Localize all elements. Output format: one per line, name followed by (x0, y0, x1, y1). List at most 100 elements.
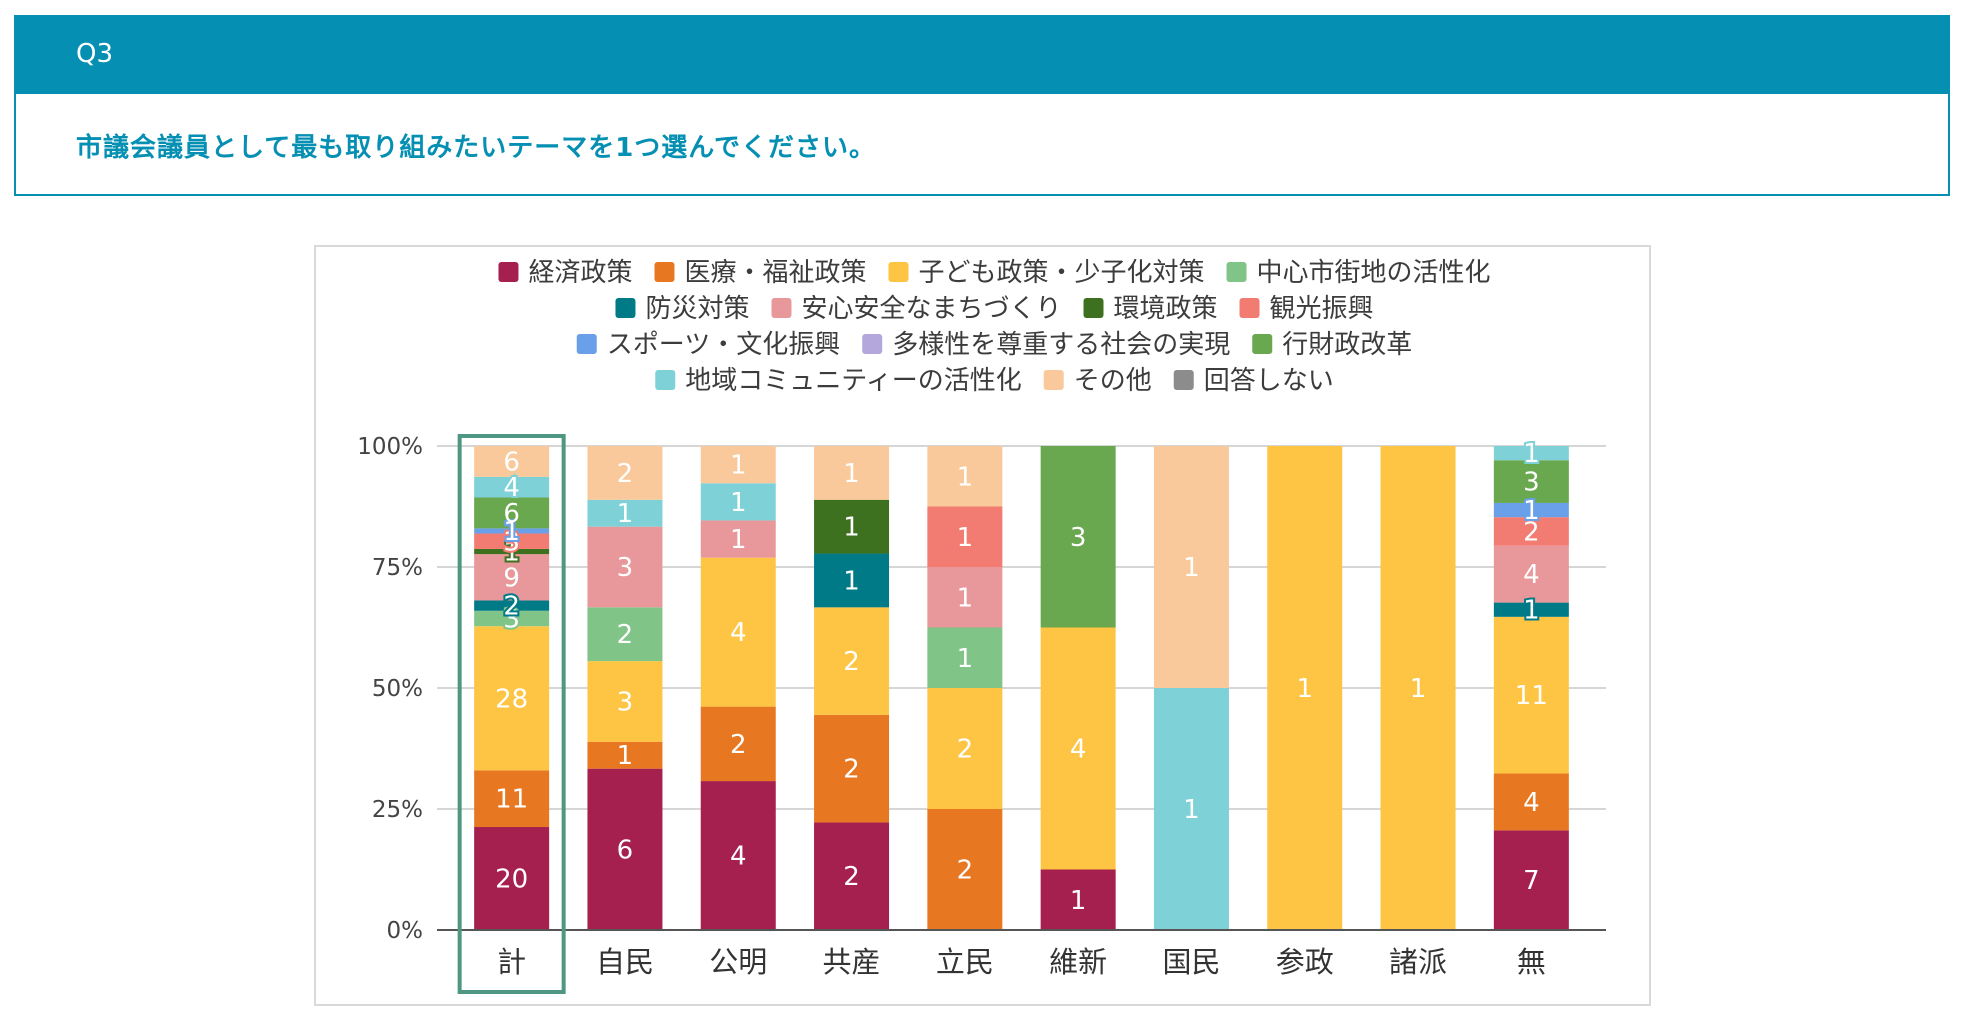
legend-label: 医療・福祉政策 (684, 258, 866, 288)
bar-segment[interactable] (1267, 446, 1343, 930)
bar-segment[interactable] (1493, 502, 1569, 518)
bars (474, 446, 1569, 930)
legend-item[interactable]: 中心市街地の活性化 (1226, 258, 1491, 288)
bar-segment[interactable] (700, 706, 776, 782)
legend-item[interactable]: 多様性を尊重する社会の実現 (862, 330, 1230, 360)
bar-segment[interactable] (1493, 517, 1569, 546)
bar-segment[interactable] (474, 533, 550, 549)
data-label: 1 (730, 488, 747, 518)
bar-segment[interactable] (587, 661, 663, 742)
bar-segment[interactable] (1493, 460, 1569, 503)
bar-segment[interactable] (1380, 446, 1456, 930)
legend-item[interactable]: スポーツ・文化振興 (576, 330, 840, 360)
question-box: Q3 市議会議員として最も取り組みたいテーマを1つ選んでください。 (14, 15, 1950, 196)
bar-segment[interactable] (474, 497, 550, 529)
data-label: 3 (503, 527, 520, 557)
bar-segment[interactable] (474, 446, 550, 477)
question-number: Q3 (76, 39, 114, 69)
bar-segment[interactable] (927, 567, 1003, 628)
legend-item[interactable]: 地域コミュニティーの活性化 (655, 366, 1022, 396)
legend-item[interactable]: 回答しない (1173, 366, 1334, 396)
bar-segment[interactable] (1493, 545, 1569, 603)
legend-item[interactable]: 医療・福祉政策 (654, 258, 867, 288)
bar-segment[interactable] (814, 822, 890, 930)
bar-segment[interactable] (1493, 830, 1569, 930)
legend-swatch-icon (1083, 298, 1104, 318)
legend-swatch-icon (615, 298, 636, 318)
bar-segment[interactable] (814, 446, 890, 500)
question-header: Q3 (16, 17, 1948, 94)
bar-segment[interactable] (1153, 446, 1229, 688)
bar-segment[interactable] (814, 607, 890, 715)
bar-segment[interactable] (587, 607, 663, 662)
legend-item[interactable]: 子ども政策・少子化対策 (888, 258, 1205, 288)
bar-segment[interactable] (1493, 602, 1569, 617)
bar-segment[interactable] (587, 446, 663, 500)
data-label: 1 (1296, 674, 1313, 704)
data-label: 1 (730, 451, 747, 481)
bar-segment[interactable] (474, 827, 550, 930)
bar-segment[interactable] (587, 768, 663, 930)
legend-label: その他 (1074, 366, 1152, 396)
legend-item[interactable]: 環境政策 (1083, 294, 1218, 324)
bar-segment[interactable] (1040, 869, 1116, 931)
bar-segment[interactable] (587, 526, 663, 608)
data-label: 2 (957, 735, 974, 765)
data-label: 7 (1523, 866, 1540, 896)
data-label: 4 (1070, 735, 1087, 765)
data-label: 3 (503, 604, 520, 634)
bar-segment[interactable] (474, 770, 550, 828)
legend-item[interactable]: 経済政策 (498, 258, 632, 288)
bar-segment[interactable] (700, 446, 776, 484)
bar-segment[interactable] (927, 506, 1003, 568)
legend-swatch-icon (498, 262, 519, 282)
data-label: 3 (1523, 468, 1540, 498)
bar-segment[interactable] (927, 809, 1003, 930)
data-label: 1 (843, 566, 860, 596)
legend-item[interactable]: 防災対策 (615, 294, 749, 324)
bar-segment[interactable] (700, 520, 776, 558)
bar-segment[interactable] (1153, 688, 1229, 930)
legend-item[interactable]: 観光振興 (1239, 294, 1374, 324)
x-tick-label: 無 (1517, 945, 1546, 979)
bar-segment[interactable] (814, 553, 890, 608)
legend-label: 中心市街地の活性化 (1257, 258, 1491, 288)
bar-segment[interactable] (1493, 446, 1569, 461)
legend-swatch-icon (1252, 334, 1273, 354)
legend-swatch-icon (1226, 262, 1247, 282)
data-label: 1 (1523, 439, 1540, 469)
bar-segment[interactable] (587, 499, 663, 527)
bar-segment[interactable] (474, 548, 550, 555)
data-label: 6 (503, 447, 520, 477)
bar-segment[interactable] (700, 781, 776, 930)
bar-segment[interactable] (474, 476, 550, 498)
legend-item[interactable]: 行財政改革 (1252, 330, 1412, 360)
bar-segment[interactable] (814, 714, 890, 823)
bar-segment[interactable] (587, 741, 663, 769)
x-tick-label: 立民 (936, 945, 994, 979)
bar-segment[interactable] (474, 528, 550, 534)
data-label: 2 (617, 459, 634, 489)
bar-segment[interactable] (927, 446, 1003, 507)
bar-segment[interactable] (474, 626, 550, 771)
bar-segment[interactable] (474, 554, 550, 601)
bar-segment[interactable] (814, 499, 890, 554)
bar-segment[interactable] (474, 610, 550, 627)
legend-item[interactable]: 安心安全なまちづくり (771, 294, 1062, 324)
bar-segment[interactable] (1040, 627, 1116, 870)
data-label: 1 (503, 538, 520, 568)
bar-segment[interactable] (700, 557, 776, 707)
bar-segment[interactable] (1040, 446, 1116, 628)
bar-segment[interactable] (700, 483, 776, 521)
chart-container: 経済政策 医療・福祉政策 子ども政策・少子化対策 中心市街地の活性化防災対策 安心安全な… (314, 245, 1651, 1006)
bar-segment[interactable] (474, 600, 550, 611)
bar-segment[interactable] (927, 688, 1003, 809)
bar-segment[interactable] (1493, 773, 1569, 831)
legend-item[interactable]: その他 (1043, 366, 1152, 396)
data-label: 3 (617, 687, 634, 717)
bar-segment[interactable] (927, 627, 1003, 689)
y-tick-label: 100% (357, 434, 423, 460)
bar-segment[interactable] (1493, 616, 1569, 774)
legend-label: 地域コミュニティーの活性化 (685, 366, 1021, 396)
